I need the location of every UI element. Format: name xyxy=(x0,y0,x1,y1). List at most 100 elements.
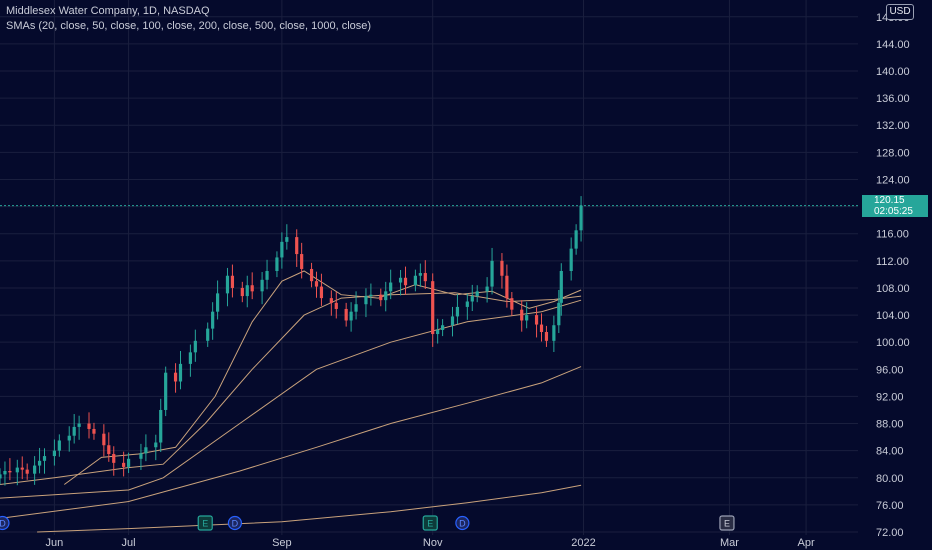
candle-body xyxy=(8,470,12,473)
candle-body xyxy=(275,257,279,271)
candle-body xyxy=(139,453,143,459)
x-tick-label: Mar xyxy=(720,537,739,549)
candle-body xyxy=(500,260,504,276)
candle-body xyxy=(33,465,37,474)
symbol-title[interactable]: Middlesex Water Company, 1D, NASDAQ xyxy=(6,5,210,17)
candle-body xyxy=(364,296,368,305)
candle-body xyxy=(389,282,393,292)
candle-body xyxy=(37,460,42,466)
x-tick-label: Apr xyxy=(798,537,815,549)
candle-body xyxy=(230,275,235,288)
candle-body xyxy=(455,306,460,317)
candle-body xyxy=(193,340,197,353)
candle-body xyxy=(52,450,56,457)
candle-body xyxy=(173,372,178,382)
currency-badge[interactable]: USD xyxy=(886,4,914,20)
candle-body xyxy=(265,271,269,280)
dividend-marker[interactable]: D xyxy=(227,515,242,531)
candle-body xyxy=(431,281,435,335)
bar-countdown: 02:05:25 xyxy=(874,206,913,217)
y-tick-label: 76.00 xyxy=(876,500,904,512)
x-tick-label: Jul xyxy=(122,537,136,549)
y-tick-label: 100.00 xyxy=(876,337,910,349)
candle-body xyxy=(505,275,509,299)
marker-label: E xyxy=(202,519,208,529)
candle-body xyxy=(260,279,264,292)
earnings-upcoming-marker[interactable]: E xyxy=(719,515,735,531)
sma-line xyxy=(0,366,582,519)
price-axis[interactable]: 72.00 76.00 80.00 84.00 88.00 92.00 96.00 100.0… xyxy=(876,12,910,539)
marker-label: D xyxy=(232,519,239,529)
candle-body xyxy=(87,423,91,429)
candle-body xyxy=(423,273,427,282)
marker-label: D xyxy=(459,519,466,529)
marker-label: D xyxy=(0,519,6,529)
candle-body xyxy=(403,277,408,286)
candle-body xyxy=(295,237,299,255)
y-tick-label: 96.00 xyxy=(876,364,904,376)
candle-body xyxy=(15,467,19,473)
candle-body xyxy=(225,275,230,294)
candle-body xyxy=(398,277,403,283)
candle-body xyxy=(349,311,353,321)
candle-body xyxy=(92,428,96,434)
candle-body xyxy=(329,298,333,303)
y-tick-label: 124.00 xyxy=(876,174,910,186)
sma-line xyxy=(37,484,582,533)
chart-legend: Middlesex Water Company, 1D, NASDAQ SMAs… xyxy=(6,4,371,34)
y-tick-label: 92.00 xyxy=(876,391,904,403)
candle-body xyxy=(574,230,578,249)
marker-label: E xyxy=(427,519,433,529)
candle-body xyxy=(285,237,289,242)
candle-body xyxy=(25,469,29,474)
earnings-marker[interactable]: E xyxy=(197,515,213,531)
candle-body xyxy=(164,372,168,410)
candle-body xyxy=(42,456,47,461)
x-tick-label: Jun xyxy=(46,537,64,549)
candle-body xyxy=(3,470,7,475)
candle-body xyxy=(557,302,561,326)
candle-body xyxy=(57,440,61,451)
y-tick-label: 112.00 xyxy=(876,256,909,268)
y-tick-label: 108.00 xyxy=(876,283,910,295)
candle-body xyxy=(539,324,544,333)
candle-body xyxy=(154,442,158,448)
dividend-marker[interactable]: D xyxy=(0,515,10,531)
time-axis[interactable]: Jun Jul Sep Nov 2022 Mar Apr xyxy=(46,537,815,549)
candle-body xyxy=(77,423,81,427)
last-price-badge: 120.15 02:05:25 xyxy=(862,195,928,217)
candle-body xyxy=(0,474,2,479)
candle-body xyxy=(280,241,284,258)
earnings-marker[interactable]: E xyxy=(422,515,438,531)
y-tick-label: 88.00 xyxy=(876,419,904,431)
candle-body xyxy=(465,301,469,307)
candle-body xyxy=(102,433,106,446)
y-tick-label: 72.00 xyxy=(876,527,904,539)
candle-body xyxy=(510,298,514,310)
y-tick-label: 80.00 xyxy=(876,473,904,485)
candle-body xyxy=(450,316,455,326)
candle-body xyxy=(552,325,556,341)
candle-body xyxy=(188,352,192,364)
candle-body xyxy=(485,286,489,292)
candle-body xyxy=(240,287,244,297)
candle-body xyxy=(490,260,494,287)
y-tick-label: 104.00 xyxy=(876,310,910,322)
candle-body xyxy=(544,332,549,341)
candle-body xyxy=(211,311,215,329)
candle-body xyxy=(300,254,304,269)
candle-body xyxy=(579,205,583,231)
y-tick-label: 84.00 xyxy=(876,446,904,458)
candle-body xyxy=(569,248,573,271)
candle-body xyxy=(159,409,163,443)
candle-body xyxy=(525,315,529,321)
candle-body xyxy=(354,304,358,312)
marker-label: E xyxy=(724,519,730,529)
x-tick-label: 2022 xyxy=(571,537,595,549)
indicator-label[interactable]: SMAs (20, close, 50, close, 100, close, … xyxy=(6,20,372,32)
sma-line xyxy=(0,299,582,499)
candle-body xyxy=(413,275,418,286)
dividend-marker[interactable]: D xyxy=(455,515,470,531)
